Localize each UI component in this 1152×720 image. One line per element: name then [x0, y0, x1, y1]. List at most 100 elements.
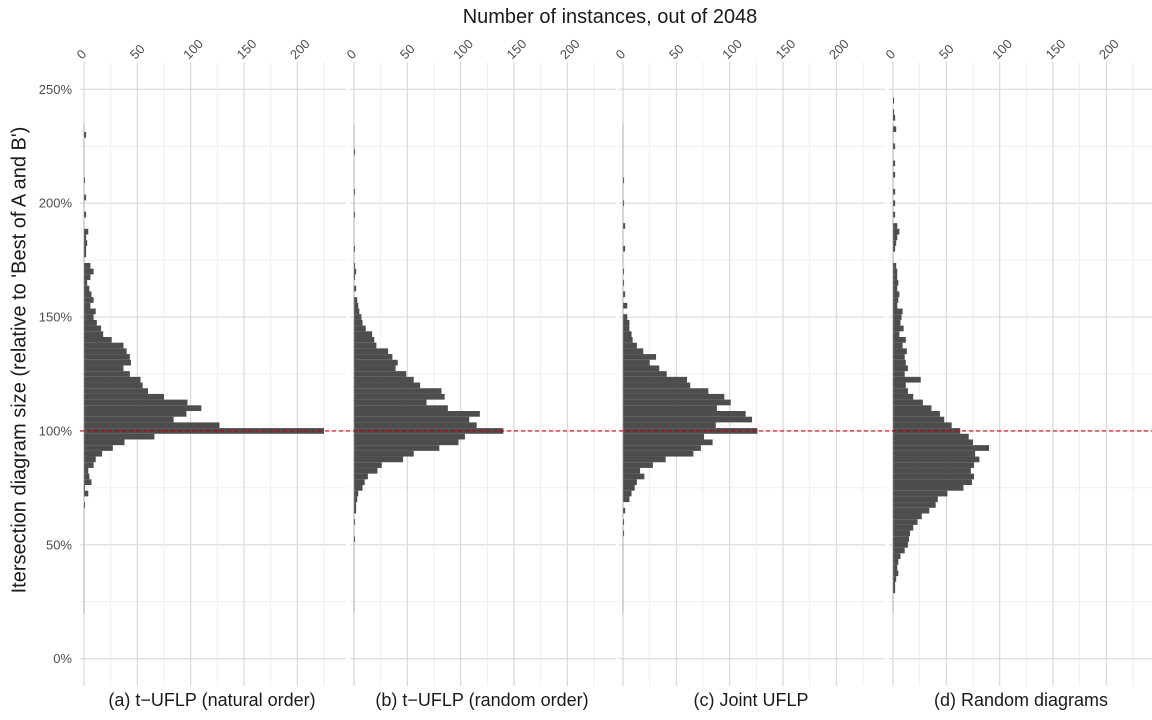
histogram-bar — [354, 365, 396, 372]
histogram-bar — [354, 382, 421, 389]
histogram-bar — [623, 319, 630, 326]
histogram-bar — [84, 371, 130, 377]
facet-label: (b) t−UFLP (random order) — [375, 690, 589, 710]
histogram-bar — [84, 177, 86, 184]
histogram-bar — [84, 194, 87, 201]
histogram-bar — [354, 336, 375, 343]
y-tick-label: 200% — [39, 196, 73, 211]
histogram-bar — [893, 354, 905, 360]
histogram-bar — [893, 450, 976, 457]
histogram-bar — [893, 541, 908, 548]
histogram-bar — [893, 308, 903, 315]
histogram-bar — [893, 393, 914, 400]
histogram-bar — [893, 428, 961, 434]
histogram-bar — [623, 268, 625, 275]
x-tick-label: 200 — [287, 36, 313, 62]
histogram-bar — [893, 513, 922, 520]
histogram-bar — [84, 251, 87, 258]
histogram-bar — [354, 262, 356, 269]
histogram-bar — [623, 177, 625, 184]
histogram-bar — [893, 245, 896, 252]
histogram-bar — [623, 382, 691, 389]
histogram-bar — [623, 245, 626, 252]
histogram-bar — [623, 365, 660, 372]
histogram-bar — [84, 359, 131, 366]
histogram-bar — [84, 388, 148, 394]
x-tick-label: 100 — [450, 36, 476, 62]
histogram-bar — [893, 188, 896, 195]
histogram-bar — [893, 530, 911, 537]
histogram-bar — [354, 416, 470, 423]
histogram-bar — [893, 302, 898, 309]
histogram-bar — [354, 462, 382, 468]
histogram-bar — [893, 223, 898, 229]
histogram-bar — [84, 445, 113, 451]
histogram-bar — [623, 371, 667, 377]
histogram-bar — [893, 97, 895, 104]
x-tick-label: 100 — [989, 36, 1015, 62]
histogram-bar — [84, 325, 102, 332]
histogram-bar — [893, 411, 940, 417]
histogram-bar — [354, 211, 356, 218]
histogram-bar — [893, 416, 945, 423]
histogram-bar — [893, 114, 896, 121]
x-tick-label: 150 — [234, 36, 260, 62]
histogram-bar — [893, 280, 899, 286]
histogram-bar — [84, 490, 89, 497]
histogram-bar — [893, 581, 896, 588]
histogram-bar — [84, 416, 174, 423]
histogram-bar — [893, 359, 906, 366]
histogram-bar — [84, 285, 90, 292]
x-tick-label: 50 — [127, 41, 148, 62]
histogram-bar — [893, 319, 901, 326]
histogram-bar — [354, 376, 414, 383]
histogram-bar — [84, 348, 127, 355]
histogram-bar — [893, 376, 921, 383]
histogram-bar — [84, 456, 96, 463]
histogram-bar — [623, 485, 635, 491]
facet-label: (a) t−UFLP (natural order) — [108, 690, 316, 710]
histogram-bar — [84, 240, 88, 246]
x-tick-label: 100 — [719, 36, 745, 62]
histogram-bar — [84, 342, 124, 349]
histogram-bar — [354, 354, 393, 360]
histogram-bar — [84, 280, 88, 286]
histogram-bar — [893, 490, 948, 497]
histogram-bar — [84, 405, 202, 412]
histogram-bar — [623, 467, 641, 474]
histogram-bar — [623, 393, 725, 400]
histogram-bar — [84, 331, 104, 337]
histogram-bar — [354, 314, 362, 320]
histogram-bar — [354, 456, 404, 463]
histogram-bar — [623, 348, 644, 355]
histogram-bar — [893, 365, 908, 372]
histogram-bar — [893, 445, 989, 451]
histogram-bar — [84, 354, 130, 360]
histogram-bar — [893, 507, 930, 514]
histogram-bar — [893, 234, 898, 241]
histogram-bar — [84, 262, 91, 269]
chart-title: Number of instances, out of 2048 — [462, 6, 758, 28]
histogram-bar — [623, 433, 705, 440]
histogram-bar — [354, 496, 358, 503]
histogram-bar — [893, 262, 897, 269]
histogram-bar — [623, 405, 717, 412]
histogram-bar — [84, 382, 143, 389]
y-tick-label: 250% — [39, 82, 73, 97]
histogram-bar — [84, 485, 86, 491]
histogram-bar — [84, 462, 94, 468]
histogram-bar — [623, 530, 625, 537]
histogram-bar — [354, 393, 445, 400]
histogram-bar — [623, 450, 694, 457]
histogram-bar — [354, 274, 356, 281]
histogram-bar — [354, 467, 378, 474]
histogram-bar — [893, 228, 900, 235]
histogram-bar — [893, 553, 901, 560]
histogram-bar — [893, 160, 896, 167]
x-tick-label: 100 — [180, 36, 206, 62]
y-tick-label: 150% — [39, 310, 73, 325]
histogram-bar — [623, 439, 713, 446]
histogram-bar — [354, 371, 407, 377]
histogram-bar — [354, 485, 363, 491]
